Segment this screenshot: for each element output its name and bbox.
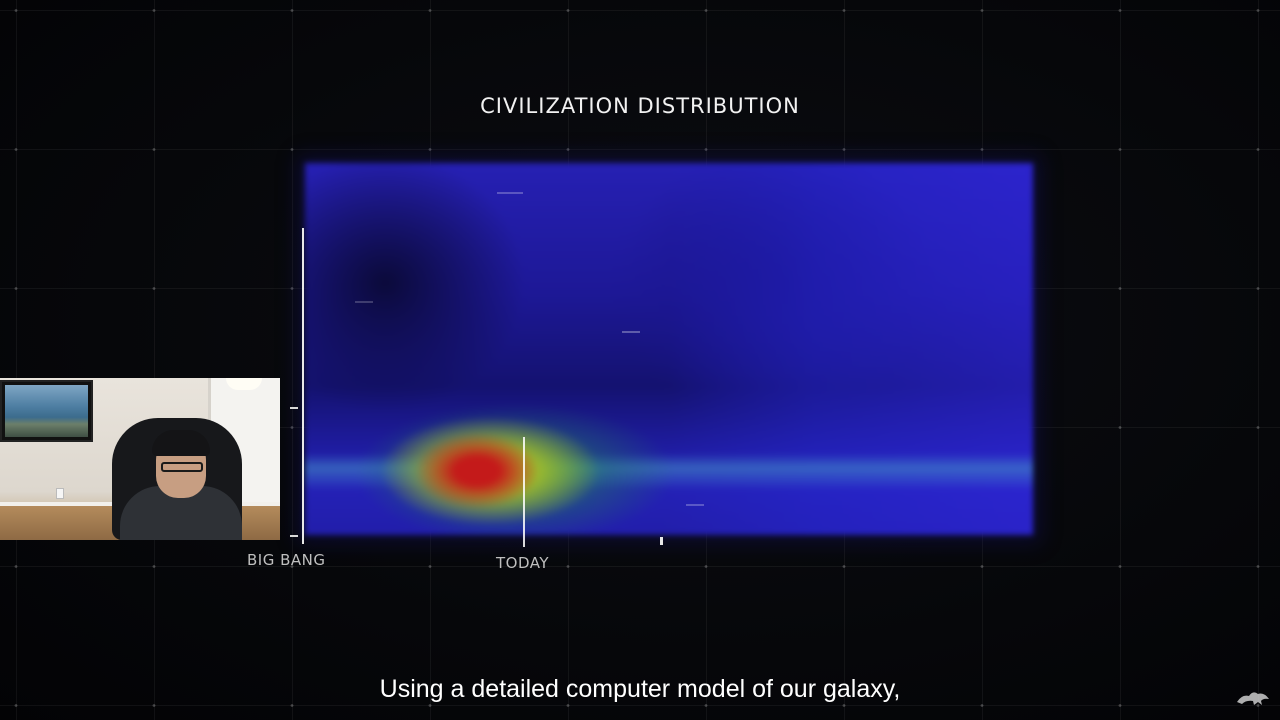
caption-subtitle: Using a detailed computer model of our g… — [379, 675, 901, 703]
axis-tick — [290, 535, 298, 537]
grid-tick — [355, 301, 373, 303]
civilization-heatmap — [305, 163, 1033, 535]
axis-vertical-tick — [660, 537, 663, 545]
webcam-person-glasses — [161, 462, 203, 472]
grid-tick — [622, 331, 640, 333]
webcam-tv — [0, 380, 93, 442]
axis-label-big-bang: BIG BANG — [247, 551, 326, 569]
vertical-axis-line — [302, 228, 304, 544]
webcam-person-hair — [152, 430, 210, 456]
webcam-tv-screen — [5, 385, 88, 437]
today-marker-line — [523, 437, 525, 547]
webcam-ceiling-lamp — [226, 378, 262, 390]
grid-tick — [497, 192, 523, 194]
grid-tick — [686, 504, 704, 506]
chart-title: CIVILIZATION DISTRIBUTION — [480, 94, 800, 118]
axis-tick — [290, 407, 298, 409]
webcam-overlay — [0, 378, 280, 540]
webcam-outlet — [56, 488, 64, 499]
dragon-logo-icon — [1237, 692, 1269, 705]
axis-label-today: TODAY — [496, 554, 550, 572]
